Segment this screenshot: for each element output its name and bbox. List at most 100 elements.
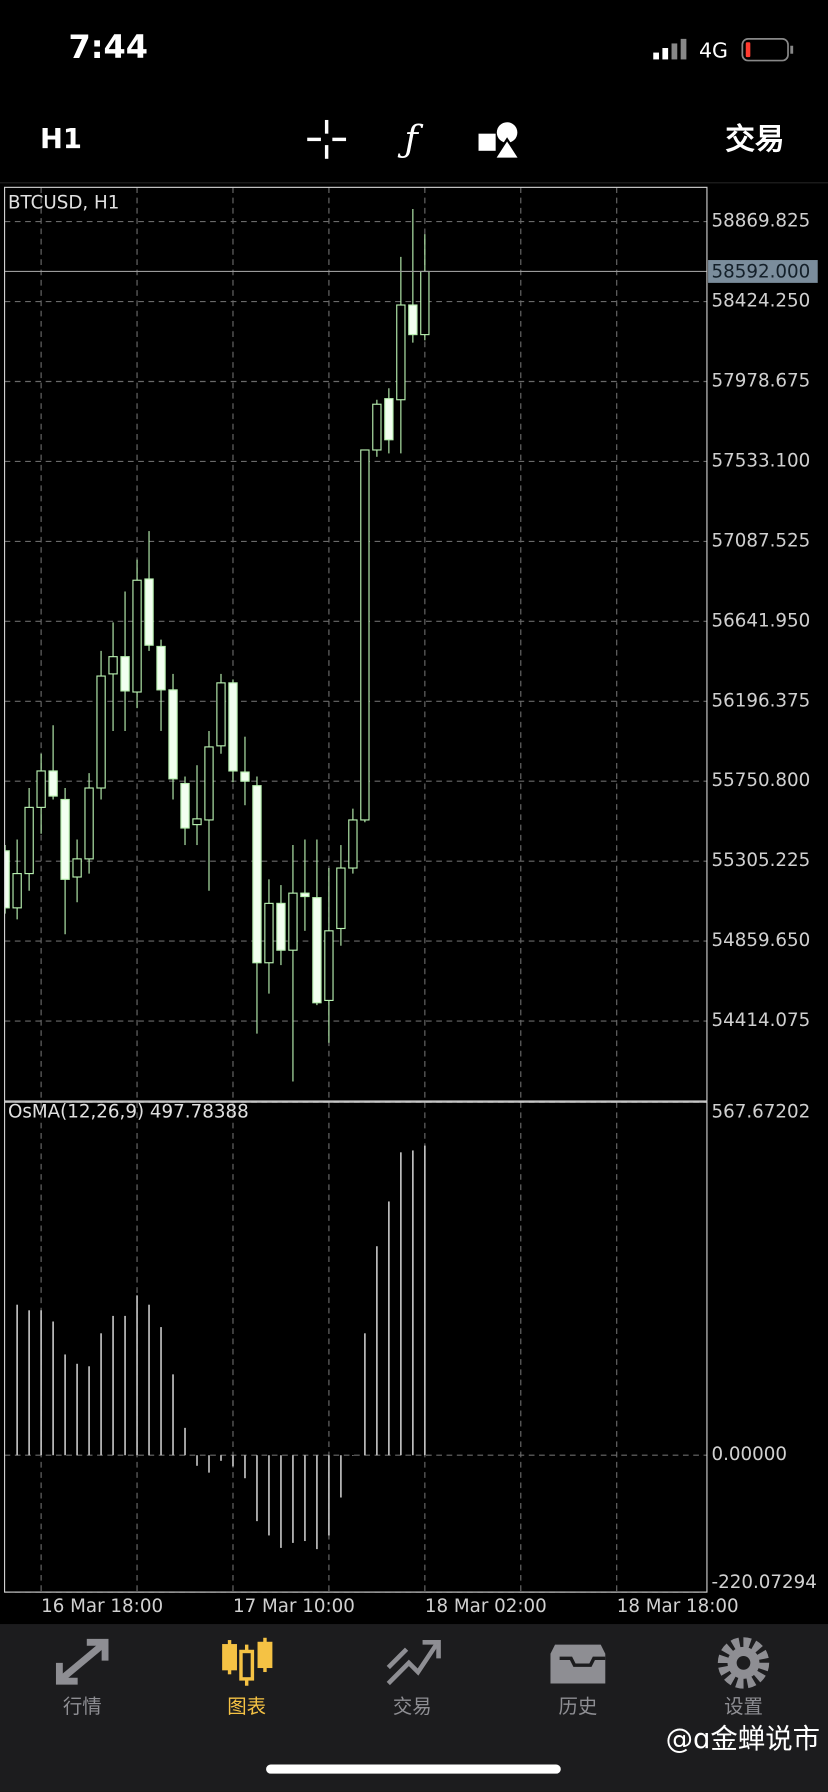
candle-body bbox=[288, 892, 298, 951]
timeframe-button[interactable]: H1 bbox=[40, 124, 82, 155]
x-tick-label: 17 Mar 10:00 bbox=[233, 1596, 355, 1617]
candle-body bbox=[36, 770, 46, 808]
clock: 7:44 bbox=[69, 28, 149, 66]
histogram-bar bbox=[124, 1315, 126, 1456]
histogram-bar bbox=[16, 1304, 18, 1456]
candle-body bbox=[204, 746, 214, 821]
candle-body bbox=[264, 902, 274, 964]
histogram-bar bbox=[256, 1455, 258, 1522]
histogram-bar bbox=[88, 1366, 90, 1456]
histogram-bar bbox=[412, 1150, 414, 1456]
candle-body bbox=[408, 304, 418, 336]
histogram-bar bbox=[28, 1310, 30, 1456]
y-tick-label: 55305.225 bbox=[712, 850, 811, 871]
tab-label: 设置 bbox=[724, 1695, 763, 1718]
histogram-bar bbox=[364, 1333, 366, 1456]
home-indicator bbox=[266, 1764, 561, 1774]
crosshair-button[interactable] bbox=[307, 119, 347, 159]
trade-button[interactable]: 交易 bbox=[725, 122, 784, 157]
histogram-bar bbox=[280, 1455, 282, 1548]
tab-quotes[interactable]: 行情 bbox=[55, 1638, 109, 1718]
candle-body bbox=[384, 398, 394, 441]
battery-icon bbox=[741, 38, 794, 62]
histogram-bar bbox=[172, 1374, 174, 1456]
candle-body bbox=[324, 930, 334, 1002]
osma-window bbox=[16, 1145, 426, 1550]
tab-chart[interactable]: 图表 bbox=[222, 1637, 273, 1718]
histogram-bar bbox=[64, 1354, 66, 1456]
histogram-bar bbox=[376, 1246, 378, 1456]
histogram-bar bbox=[388, 1201, 390, 1456]
current-price-tag bbox=[708, 260, 818, 283]
histogram-bar bbox=[52, 1321, 54, 1456]
osma-window-frame bbox=[3, 1101, 708, 1593]
histogram-bar bbox=[328, 1455, 330, 1536]
histogram-bar bbox=[292, 1455, 294, 1543]
candle-body bbox=[12, 873, 22, 909]
histogram-bar bbox=[76, 1363, 78, 1456]
tab-label: 历史 bbox=[558, 1695, 597, 1718]
objects-button[interactable] bbox=[478, 122, 522, 160]
network: 4G bbox=[699, 38, 728, 62]
tab-label: 交易 bbox=[393, 1695, 432, 1718]
chart-title: BTCUSD, H1 bbox=[8, 192, 119, 213]
candle-body bbox=[360, 449, 370, 821]
candle-body bbox=[108, 656, 118, 675]
candle-body bbox=[96, 675, 106, 789]
histogram-bar bbox=[232, 1455, 234, 1467]
y-tick-label: 58424.250 bbox=[712, 291, 811, 312]
y-tick-label: 58869.825 bbox=[712, 211, 811, 232]
y-tick-label: 54859.650 bbox=[712, 930, 811, 951]
histogram-bar bbox=[316, 1455, 318, 1550]
tab-trade[interactable]: 交易 bbox=[386, 1640, 441, 1718]
candle-body bbox=[420, 270, 430, 336]
candle-body bbox=[336, 867, 346, 930]
candle-body bbox=[84, 787, 94, 860]
x-tick-label: 18 Mar 18:00 bbox=[617, 1596, 739, 1617]
candle-body bbox=[312, 897, 322, 1004]
candle-body bbox=[48, 770, 58, 797]
candle-body bbox=[372, 403, 382, 451]
y-tick-label: 56641.950 bbox=[712, 610, 811, 631]
y-tick-label: 54414.075 bbox=[712, 1010, 811, 1031]
y-tick-label: -220.07294 bbox=[712, 1572, 817, 1593]
histogram-bar bbox=[244, 1455, 246, 1479]
candle-body bbox=[180, 782, 190, 829]
x-tick-label: 18 Mar 02:00 bbox=[425, 1596, 547, 1617]
candle-body bbox=[156, 645, 166, 691]
tab-history[interactable]: 历史 bbox=[550, 1644, 606, 1718]
x-tick-label: 16 Mar 18:00 bbox=[41, 1596, 163, 1617]
candle-body bbox=[396, 304, 406, 401]
candle-body bbox=[216, 682, 226, 747]
histogram-bar bbox=[424, 1145, 426, 1456]
y-tick-label: 567.67202 bbox=[712, 1101, 811, 1122]
y-tick-label: 56196.375 bbox=[712, 690, 811, 711]
tab-settings[interactable]: 设置 bbox=[717, 1637, 770, 1718]
current-price-label: 58592.000 bbox=[712, 262, 811, 283]
y-tick-label: 0.00000 bbox=[712, 1444, 788, 1465]
tab-bar bbox=[0, 1624, 828, 1792]
candle-body bbox=[144, 578, 154, 646]
y-tick-label: 57087.525 bbox=[712, 530, 811, 551]
histogram-bar bbox=[136, 1295, 138, 1456]
histogram-bar bbox=[340, 1455, 342, 1498]
price-window bbox=[4, 209, 707, 1082]
tab-label: 行情 bbox=[63, 1695, 102, 1718]
tab-label: 图表 bbox=[227, 1695, 266, 1718]
signal-icon bbox=[653, 38, 687, 60]
y-tick-label: 57533.100 bbox=[712, 450, 811, 471]
histogram-bar bbox=[304, 1455, 306, 1542]
candle-body bbox=[168, 689, 178, 780]
y-tick-label: 55750.800 bbox=[712, 770, 811, 791]
candle-body bbox=[252, 785, 262, 964]
watermark: @ɑ金蝉说市 bbox=[666, 1724, 820, 1755]
y-tick-label: 57978.675 bbox=[712, 370, 811, 391]
candle-body bbox=[132, 579, 142, 693]
candle-body bbox=[240, 771, 250, 782]
candle-body bbox=[348, 819, 358, 869]
candle-body bbox=[300, 892, 310, 898]
histogram-bar bbox=[112, 1315, 114, 1456]
price-window-frame bbox=[3, 186, 708, 1102]
histogram-bar bbox=[100, 1333, 102, 1456]
